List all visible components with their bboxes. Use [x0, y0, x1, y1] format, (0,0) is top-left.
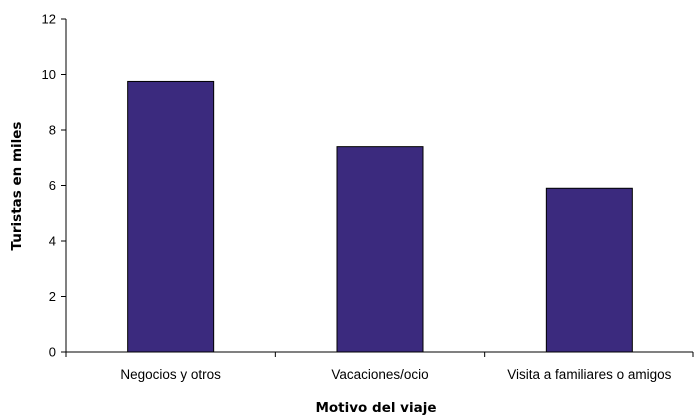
x-ticks-group: [65, 352, 694, 357]
category-labels-group: Negocios y otros Vacaciones/ocio Visita a …: [120, 367, 671, 382]
y-tick-label: 4: [49, 234, 56, 249]
x-category-label: Vacaciones/ocio: [331, 367, 428, 382]
y-tick-label: 2: [49, 289, 56, 304]
x-axis-title: Motivo del viaje: [315, 400, 436, 416]
bar: [127, 80, 215, 353]
y-tick-label: 12: [42, 12, 56, 27]
bar: [545, 187, 633, 353]
bars-group: [127, 80, 633, 353]
x-category-label: Visita a familiares o amigos: [507, 367, 671, 382]
y-ticks-group: 0 2 4 6 8 10 12: [42, 12, 66, 360]
y-tick-label: 10: [42, 67, 56, 82]
y-tick-label: 0: [49, 345, 56, 360]
bar: [336, 146, 424, 353]
y-tick-label: 6: [49, 178, 56, 193]
y-tick-label: 8: [49, 123, 56, 138]
x-category-label: Negocios y otros: [120, 367, 221, 382]
y-axis-title: Turistas en miles: [9, 122, 25, 251]
